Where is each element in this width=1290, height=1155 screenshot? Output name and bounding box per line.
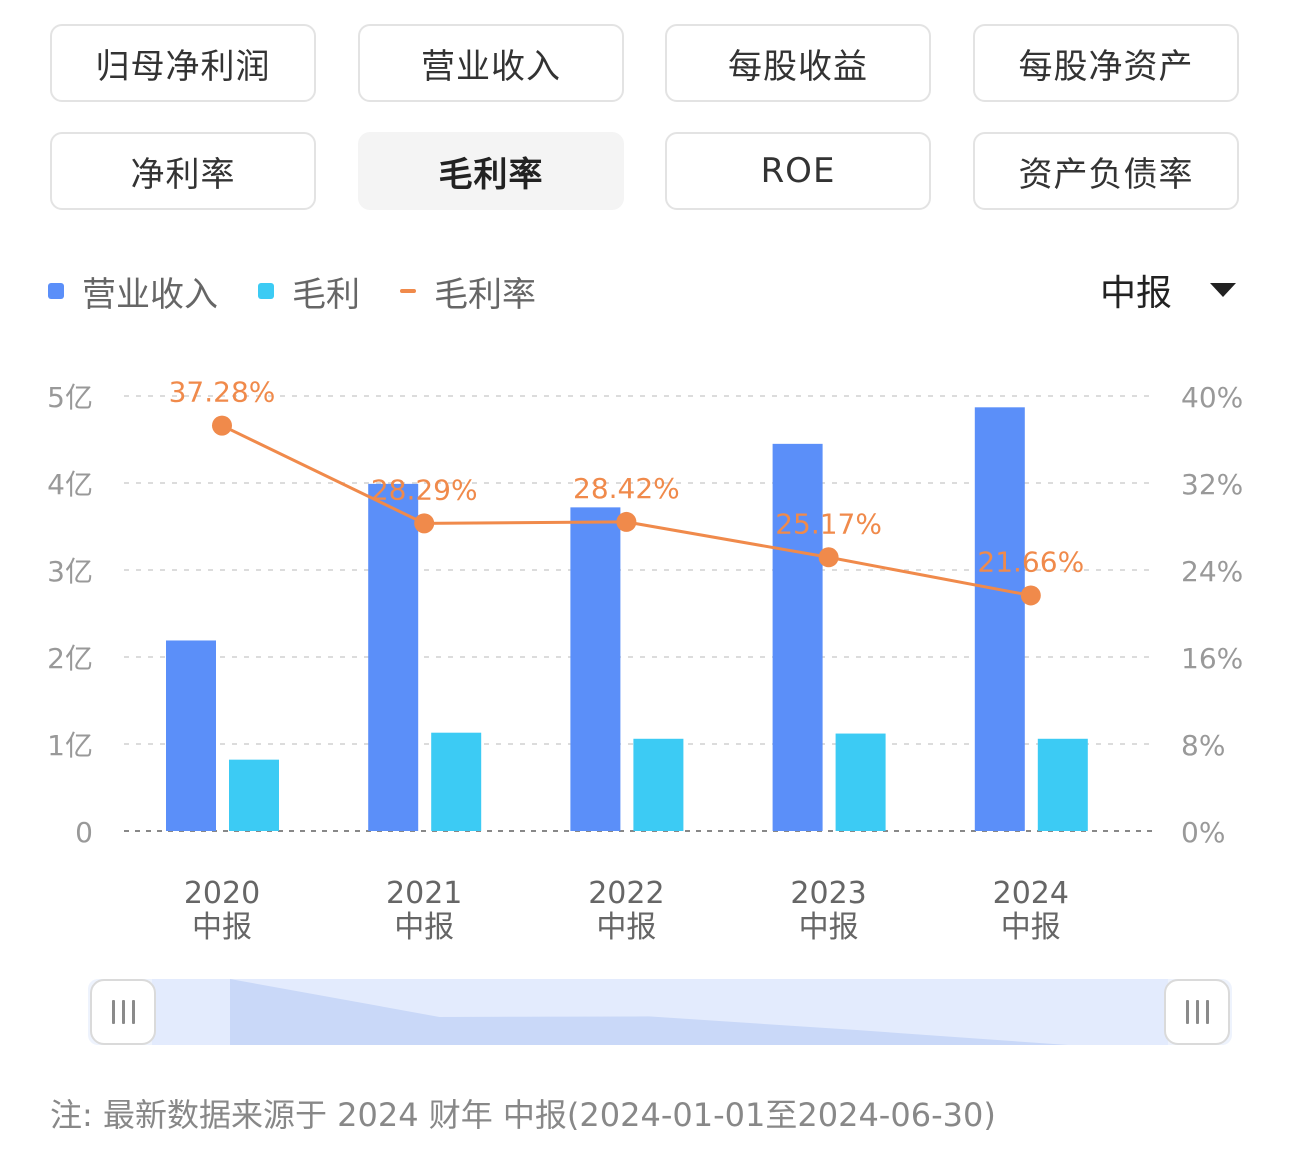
- gross-margin-label: 28.42%: [573, 472, 680, 505]
- legend-swatch-revenue: [48, 283, 64, 299]
- bar-revenue: [368, 483, 419, 831]
- gross-margin-label: 28.29%: [371, 473, 478, 506]
- bar-gross-profit: [431, 732, 482, 831]
- y-tick-label-left: 2亿: [47, 642, 93, 675]
- period-select-value: 中报: [1100, 273, 1173, 314]
- gross-margin-label: 37.28%: [169, 376, 276, 409]
- tab-roe[interactable]: ROE: [665, 132, 931, 210]
- chart-legend: 营业收入 毛利 毛利率: [48, 266, 576, 316]
- zoom-preview-area: [230, 979, 1068, 1045]
- y-tick-label-right: 32%: [1181, 468, 1243, 501]
- legend-swatch-gross-profit: [258, 283, 274, 299]
- bar-revenue: [974, 407, 1025, 831]
- legend-item-revenue[interactable]: 营业收入: [48, 267, 218, 316]
- tab-net-profit[interactable]: 归母净利润: [50, 24, 316, 102]
- y-tick-label-right: 0%: [1181, 816, 1225, 849]
- period-select[interactable]: 中报: [1100, 262, 1237, 318]
- legend-item-gross-margin[interactable]: 毛利率: [400, 267, 536, 316]
- x-tick-label-year: 2020: [184, 876, 260, 911]
- x-tick-label-period: 中报: [1001, 910, 1061, 945]
- bar-revenue: [570, 507, 621, 831]
- tab-net-margin[interactable]: 净利率: [50, 132, 316, 210]
- gross-margin-label: 25.17%: [775, 507, 882, 540]
- x-tick-label-year: 2024: [993, 876, 1069, 911]
- zoom-slider[interactable]: [88, 977, 1232, 1047]
- bar-gross-profit: [633, 738, 684, 831]
- legend-swatch-gross-margin: [400, 289, 416, 293]
- revenue-margin-chart: 0 0%1亿 8%2亿 16%3亿 24%4亿 32%5亿 40%2020中报2021中报2…: [47, 376, 1243, 945]
- zoom-preview: [88, 979, 1232, 1045]
- x-tick-label-period: 中报: [192, 910, 252, 945]
- x-tick-label-period: 中报: [799, 910, 859, 945]
- gross-margin-label: 21.66%: [977, 545, 1084, 578]
- legend-label: 营业收入: [82, 274, 218, 315]
- x-tick-label-year: 2022: [588, 876, 664, 911]
- bar-revenue: [772, 443, 823, 831]
- y-tick-label-right: 24%: [1181, 555, 1243, 588]
- zoom-handle-left[interactable]: [90, 979, 156, 1045]
- y-tick-label-left: 3亿: [47, 555, 93, 588]
- bar-revenue: [166, 640, 216, 831]
- gross-margin-point: [414, 513, 435, 534]
- gross-margin-point: [616, 511, 637, 532]
- tab-bvps[interactable]: 每股净资产: [973, 24, 1239, 102]
- metric-tabs: 归母净利润 营业收入 每股收益 每股净资产 净利率 毛利率 ROE 资产负债率: [0, 0, 1290, 230]
- gross-margin-point: [212, 415, 232, 436]
- y-tick-label-right: 16%: [1181, 642, 1243, 675]
- data-source-note: 注: 最新数据来源于 2024 财年 中报(2024-01-01至2024-06…: [50, 1096, 996, 1134]
- gross-margin-point: [818, 547, 839, 568]
- tab-revenue[interactable]: 营业收入: [358, 24, 624, 102]
- tab-gross-margin[interactable]: 毛利率: [358, 132, 624, 210]
- x-tick-label-period: 中报: [596, 910, 656, 945]
- y-tick-label-left: 1亿: [47, 729, 93, 762]
- grip-icon: [111, 1000, 135, 1024]
- legend-item-gross-profit[interactable]: 毛利: [258, 267, 360, 316]
- y-tick-label-left: 5亿: [47, 381, 93, 414]
- y-tick-label-right: 8%: [1181, 729, 1225, 762]
- legend-label: 毛利率: [434, 274, 536, 315]
- x-tick-label-year: 2021: [386, 876, 462, 911]
- bar-gross-profit: [1037, 738, 1088, 831]
- y-tick-label-right: 40%: [1181, 381, 1243, 414]
- bar-gross-profit: [835, 733, 886, 831]
- tab-debt-ratio[interactable]: 资产负债率: [973, 132, 1239, 210]
- caret-down-icon: [1210, 283, 1237, 297]
- y-tick-label-left: 0: [75, 816, 93, 849]
- gross-margin-point: [1020, 585, 1041, 606]
- y-tick-label-left: 4亿: [47, 468, 93, 501]
- grip-icon: [1185, 1000, 1209, 1024]
- legend-label: 毛利: [292, 274, 360, 315]
- x-tick-label-period: 中报: [394, 910, 454, 945]
- bar-gross-profit: [229, 759, 279, 831]
- zoom-handle-right[interactable]: [1164, 979, 1230, 1045]
- x-tick-label-year: 2023: [790, 876, 866, 911]
- tab-eps[interactable]: 每股收益: [665, 24, 931, 102]
